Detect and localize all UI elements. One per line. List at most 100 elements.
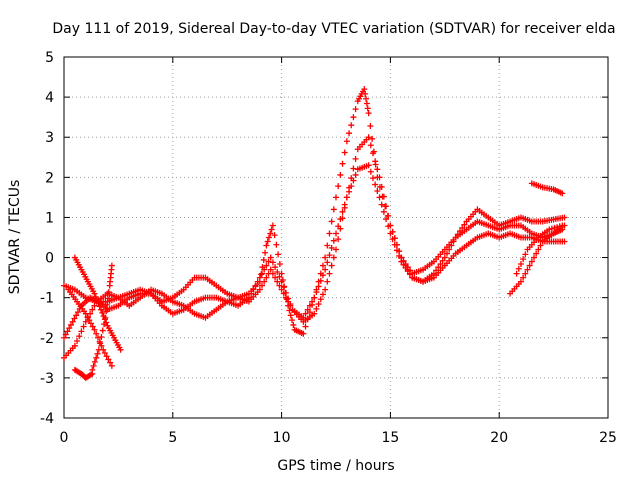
data-point (311, 294, 318, 301)
data-point (402, 264, 409, 271)
data-point (260, 256, 267, 263)
data-point (97, 306, 104, 313)
data-point (89, 323, 96, 330)
data-point (317, 296, 324, 303)
data-point (117, 346, 124, 353)
data-point (92, 293, 99, 300)
data-point (96, 338, 103, 345)
data-point (285, 298, 292, 305)
data-point (398, 258, 405, 265)
data-point (380, 208, 387, 215)
data-point (290, 321, 297, 328)
series-track-5 (71, 366, 96, 381)
data-point (362, 90, 369, 97)
data-point (337, 171, 344, 178)
data-point (369, 135, 376, 142)
data-point (517, 260, 524, 267)
data-point (335, 223, 342, 230)
data-point (89, 306, 96, 313)
data-point (365, 134, 372, 141)
series-track-10 (528, 180, 566, 197)
y-tick-label: -1 (40, 291, 54, 307)
chart-title: Day 111 of 2019, Sidereal Day-to-day VTE… (52, 21, 615, 37)
data-point (311, 310, 318, 317)
data-point (276, 273, 283, 280)
data-point (376, 174, 383, 181)
data-point (267, 254, 274, 261)
data-point (313, 289, 320, 296)
data-point (341, 201, 348, 208)
data-point (339, 160, 346, 167)
data-point (528, 258, 535, 265)
data-point (66, 325, 73, 332)
data-point (64, 328, 71, 335)
data-point (319, 291, 326, 298)
data-point (82, 310, 89, 317)
data-point (341, 149, 348, 156)
data-point (263, 242, 270, 249)
data-point (76, 333, 83, 340)
data-point (69, 318, 76, 325)
data-point (435, 264, 442, 271)
data-point (322, 266, 329, 273)
data-point (289, 317, 296, 324)
data-point (103, 353, 110, 360)
data-point (272, 274, 279, 281)
data-point (324, 259, 331, 266)
data-point (91, 302, 98, 309)
data-point (559, 222, 566, 229)
data-point (93, 354, 100, 361)
data-point (328, 218, 335, 225)
data-point (333, 230, 339, 237)
data-point (309, 298, 316, 305)
data-point (261, 266, 268, 273)
x-tick-label: 25 (599, 430, 617, 446)
data-point (272, 264, 279, 271)
data-point (275, 251, 282, 258)
data-point (278, 270, 285, 277)
data-point (276, 260, 283, 267)
data-point (378, 201, 385, 208)
data-point (89, 366, 96, 373)
data-point (396, 252, 403, 259)
data-point (346, 188, 353, 195)
data-point (517, 278, 524, 285)
data-point (300, 314, 307, 321)
data-point (71, 342, 78, 349)
data-point (105, 289, 112, 296)
data-point (404, 268, 411, 275)
series-track-3 (61, 162, 568, 361)
data-point (333, 194, 339, 201)
x-tick-label: 5 (168, 430, 177, 446)
data-point (262, 249, 269, 256)
data-point (376, 194, 383, 201)
data-point (259, 282, 266, 289)
y-tick-label: 5 (45, 50, 54, 66)
data-point (302, 310, 309, 317)
data-point (67, 321, 74, 328)
x-axis-tick-labels: 0 5 10 15 20 25 (60, 430, 617, 446)
data-point (269, 222, 276, 229)
data-point (91, 326, 98, 333)
data-point (513, 270, 520, 277)
data-point (104, 295, 111, 302)
data-point (263, 274, 270, 281)
data-point (337, 216, 344, 223)
data-point (256, 286, 263, 293)
data-point (324, 242, 331, 249)
data-point (256, 274, 263, 281)
data-point (330, 237, 337, 244)
data-point (252, 282, 259, 289)
x-tick-label: 10 (273, 430, 291, 446)
data-point (322, 286, 329, 293)
data-point (108, 362, 115, 369)
data-point (315, 283, 322, 290)
data-point (372, 158, 379, 165)
data-point (363, 100, 370, 107)
data-point (94, 297, 101, 304)
data-series (61, 86, 568, 381)
data-point (100, 346, 107, 353)
data-point (369, 175, 376, 182)
data-point (441, 254, 448, 261)
data-point (348, 122, 355, 129)
